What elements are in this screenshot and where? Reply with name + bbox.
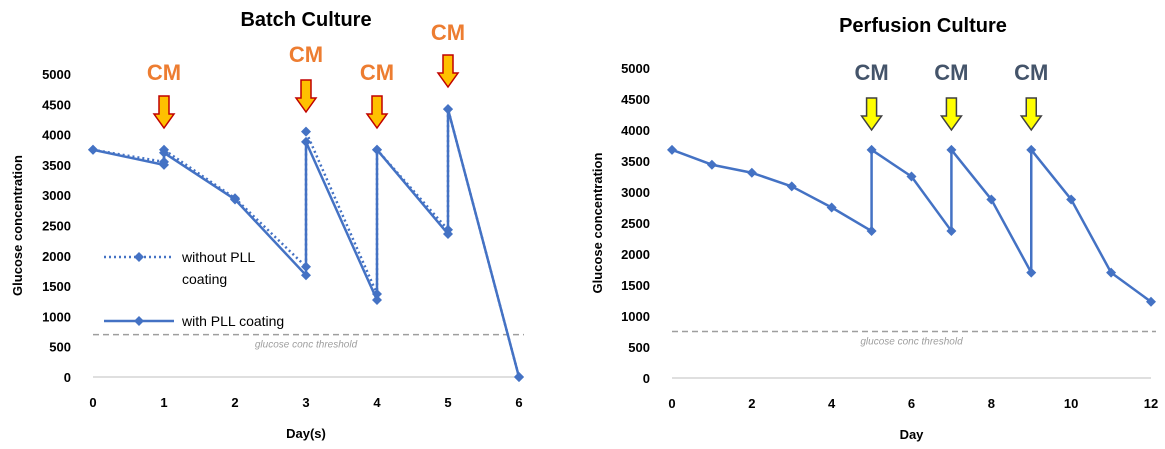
y-tick-label: 0 xyxy=(64,370,71,385)
cm-label: CM xyxy=(360,60,394,85)
chart-title: Perfusion Culture xyxy=(839,15,1007,37)
data-point xyxy=(706,159,717,170)
data-point xyxy=(667,144,677,155)
chart-title: Batch Culture xyxy=(240,9,371,31)
x-tick-label: 5 xyxy=(444,395,451,410)
data-point xyxy=(443,104,453,115)
down-arrow-icon xyxy=(294,79,318,114)
x-tick-label: 4 xyxy=(828,396,836,411)
x-axis-label: Day(s) xyxy=(286,426,326,441)
y-tick-label: 1000 xyxy=(621,309,650,324)
x-tick-label: 2 xyxy=(748,396,755,411)
down-arrow-icon xyxy=(365,95,389,130)
x-tick-label: 0 xyxy=(89,395,96,410)
data-point xyxy=(866,226,877,237)
data-point xyxy=(372,295,382,306)
y-tick-label: 2500 xyxy=(42,219,71,234)
cm-label: CM xyxy=(934,60,968,85)
down-arrow-icon xyxy=(1019,97,1043,132)
data-point xyxy=(906,171,917,182)
x-tick-label: 12 xyxy=(1144,396,1158,411)
data-point xyxy=(866,144,877,155)
down-arrow-icon xyxy=(152,95,176,130)
data-point xyxy=(946,144,957,155)
y-tick-label: 1500 xyxy=(42,279,71,294)
threshold-label: glucose conc threshold xyxy=(860,337,963,348)
y-tick-label: 3000 xyxy=(42,188,71,203)
data-point xyxy=(443,228,453,239)
data-point xyxy=(372,144,382,155)
series-line-1 xyxy=(92,107,521,378)
y-tick-label: 0 xyxy=(643,371,650,386)
data-point xyxy=(1066,194,1077,205)
y-tick-label: 4500 xyxy=(621,92,650,107)
y-axis-label: Glucose concentration xyxy=(10,155,25,296)
y-tick-label: 4000 xyxy=(621,123,650,138)
data-point xyxy=(230,194,240,205)
chart-1: Perfusion Culture 0 500 1000 1500 2000 2500 300… xyxy=(590,15,1158,442)
x-tick-label: 3 xyxy=(302,395,309,410)
y-tick-label: 1000 xyxy=(42,309,71,324)
x-axis-label: Day xyxy=(900,427,925,442)
y-tick-label: 500 xyxy=(49,340,71,355)
data-point xyxy=(826,202,837,213)
y-tick-label: 2000 xyxy=(42,249,71,264)
legend-marker xyxy=(134,316,144,326)
data-point xyxy=(1106,267,1117,278)
data-point xyxy=(1146,296,1156,307)
data-point xyxy=(88,144,98,155)
y-tick-label: 2500 xyxy=(621,216,650,231)
data-point xyxy=(946,226,957,237)
down-arrow-icon xyxy=(436,54,460,89)
down-arrow-icon xyxy=(860,97,884,132)
data-point xyxy=(301,270,311,281)
x-tick-label: 6 xyxy=(515,395,522,410)
x-tick-label: 2 xyxy=(231,395,238,410)
data-point xyxy=(746,167,757,178)
y-tick-label: 2000 xyxy=(621,247,650,262)
y-tick-label: 500 xyxy=(628,340,650,355)
y-tick-label: 4500 xyxy=(42,97,71,112)
y-tick-label: 5000 xyxy=(42,67,71,82)
legend-label: without PLL coating xyxy=(181,249,255,287)
cm-label: CM xyxy=(854,60,888,85)
data-point xyxy=(301,126,311,137)
down-arrow-icon xyxy=(939,97,963,132)
x-tick-label: 8 xyxy=(988,396,995,411)
data-point xyxy=(1026,144,1037,155)
cm-label: CM xyxy=(1014,60,1048,85)
y-tick-label: 3500 xyxy=(621,154,650,169)
x-tick-label: 1 xyxy=(160,395,167,410)
chart-0: Batch Culture050010001500200025003000350… xyxy=(10,9,524,441)
y-tick-label: 1500 xyxy=(621,278,650,293)
x-tick-label: 6 xyxy=(908,396,915,411)
data-point xyxy=(786,181,797,192)
data-point xyxy=(301,136,311,147)
y-tick-label: 3500 xyxy=(42,158,71,173)
y-axis-label: Glucose concentration xyxy=(590,153,605,294)
data-point xyxy=(1026,267,1037,278)
series-line-0 xyxy=(671,148,1152,303)
x-tick-label: 4 xyxy=(373,395,381,410)
data-point xyxy=(986,194,997,205)
y-tick-label: 4000 xyxy=(42,128,71,143)
data-point xyxy=(159,147,169,158)
x-tick-label: 10 xyxy=(1064,396,1078,411)
cm-label: CM xyxy=(289,42,323,67)
data-point xyxy=(159,159,169,170)
data-point xyxy=(514,372,524,382)
cm-label: CM xyxy=(147,60,181,85)
threshold-label: glucose conc threshold xyxy=(255,340,358,351)
legend-label: with PLL coating xyxy=(181,313,284,329)
y-tick-label: 3000 xyxy=(621,185,650,200)
legend-marker xyxy=(134,252,144,262)
x-tick-label: 0 xyxy=(668,396,675,411)
cm-label: CM xyxy=(431,20,465,45)
y-tick-label: 5000 xyxy=(621,61,650,76)
